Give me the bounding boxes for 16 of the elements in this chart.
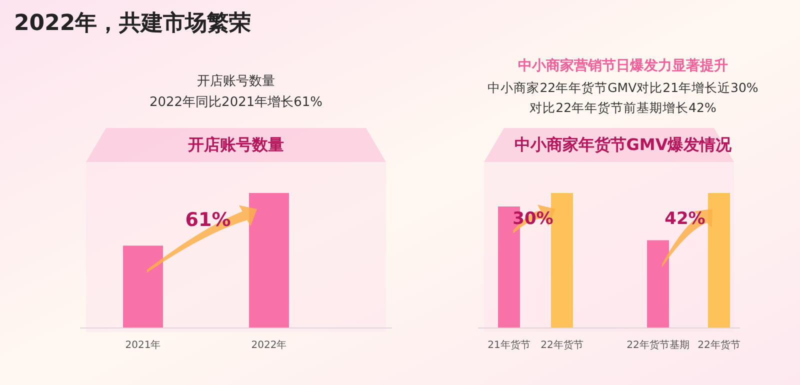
chart-subtitle: 开店账号数量 — [197, 73, 275, 89]
text: 2022年，共建市场繁荣 — [14, 10, 252, 36]
annotation: 61% — [185, 209, 231, 231]
x-tick-label: 22年货节 — [698, 339, 740, 351]
x-tick-label: 2021年 — [125, 339, 161, 351]
x-tick-label: 22年货节 — [540, 339, 584, 351]
x-tick-label: 22年货节基期 — [626, 339, 690, 351]
chart-title: 中小商家年货节GMV爆发情况 — [514, 135, 733, 154]
x-tick-label: 2022年 — [251, 339, 287, 351]
text: 中小商家营销节日爆发力显著提升 — [518, 57, 728, 74]
text: 中小商家22年年货节GMV对比21年增长近30% — [488, 80, 758, 95]
text: 2022年同比2021年增长61% — [149, 95, 323, 110]
x-tick-label: 21年货节 — [488, 339, 530, 351]
text: 对比22年年货节前基期增长42% — [530, 100, 716, 115]
annotation: 30% — [512, 209, 554, 229]
chart-title: 开店账号数量 — [187, 135, 284, 154]
